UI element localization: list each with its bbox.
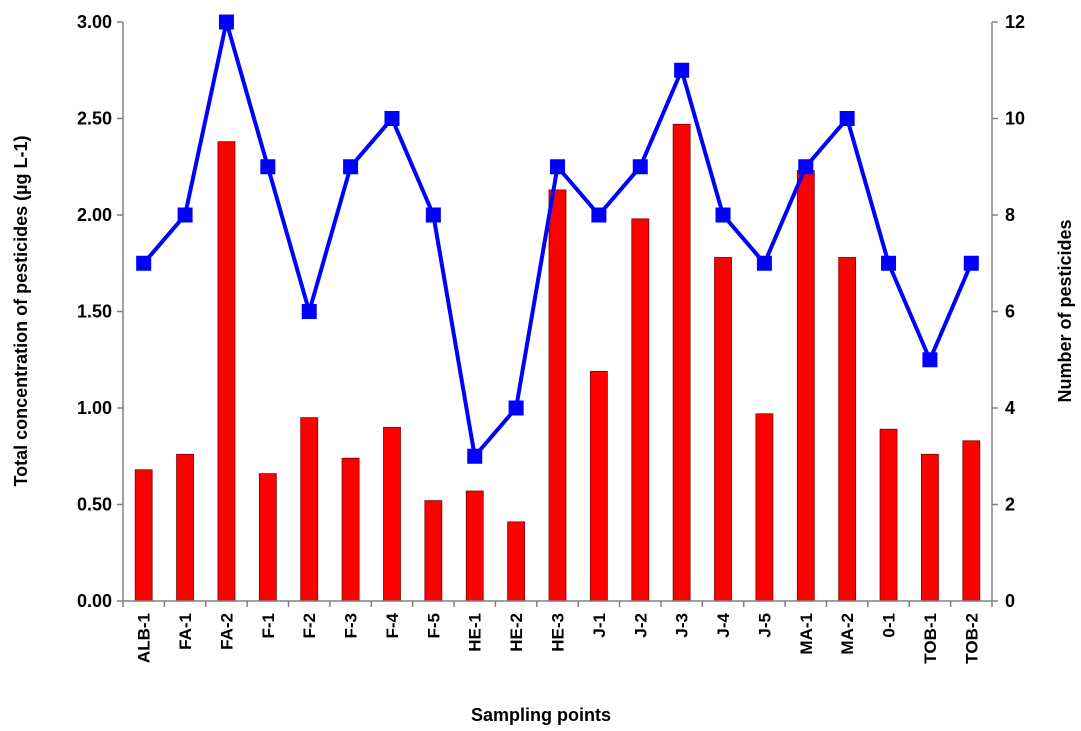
- y-right-tick-label: 10: [1005, 109, 1025, 129]
- x-tick-label: J-3: [673, 613, 692, 638]
- line-marker: [591, 207, 607, 223]
- x-tick-label: FA-2: [217, 613, 236, 650]
- bar-series: [134, 123, 981, 602]
- line-marker: [839, 111, 855, 126]
- y-right-tick-label: 12: [1005, 12, 1025, 32]
- line-marker: [963, 255, 979, 271]
- line-marker: [343, 159, 359, 175]
- bar: [548, 189, 567, 602]
- x-tick-label: HE-3: [549, 613, 568, 652]
- x-tick-label: F-1: [259, 613, 278, 639]
- bar: [921, 453, 939, 602]
- line-marker: [550, 159, 565, 175]
- x-tick-label: J-5: [755, 613, 774, 638]
- y-right-tick-label: 4: [1005, 398, 1015, 418]
- y-right-tick-label: 2: [1005, 495, 1015, 515]
- line-marker: [715, 207, 731, 223]
- x-tick-label: MA-2: [838, 613, 857, 655]
- x-tick-label: 0-1: [880, 613, 899, 638]
- x-axis-title: Sampling points: [471, 705, 611, 725]
- bar: [796, 170, 815, 602]
- bar: [258, 473, 277, 602]
- x-tick-label: HE-2: [507, 613, 526, 652]
- bar: [672, 123, 691, 602]
- line-marker: [922, 352, 938, 368]
- line-marker: [508, 400, 524, 416]
- line-marker: [177, 207, 193, 223]
- bar: [176, 453, 194, 602]
- y-right-tick-label: 8: [1005, 205, 1015, 225]
- line-marker: [384, 111, 400, 126]
- y-axis-right-title: Number of pesticides: [1055, 219, 1075, 402]
- line-marker: [798, 159, 814, 175]
- line-marker: [632, 159, 648, 175]
- tick-labels: 0.00 0.50 1.00 1.50 2.00 2.50 3.00 0 2 4 6 8 10 12 ALB…: [77, 12, 1025, 664]
- bar: [631, 218, 650, 602]
- y-left-tick-label: 1.50: [77, 302, 112, 322]
- x-tick-label: F-3: [342, 613, 361, 639]
- bar: [465, 490, 484, 602]
- line-marker: [136, 255, 152, 271]
- y-left-tick-label: 1.00: [77, 398, 112, 418]
- bar: [300, 417, 319, 602]
- y-left-tick-label: 0.00: [77, 591, 112, 611]
- axes: [117, 21, 998, 607]
- y-right-tick-label: 6: [1005, 302, 1015, 322]
- line-marker: [756, 255, 772, 271]
- x-tick-label: F-4: [383, 612, 402, 638]
- line-marker: [674, 62, 690, 78]
- y-axis-left-title: Total concentration of pesticides (µg L-…: [11, 135, 31, 486]
- y-left-tick-label: 0.50: [77, 495, 112, 515]
- bar: [134, 469, 153, 602]
- line-series: [136, 14, 979, 464]
- x-tick-label: TOB-1: [921, 613, 940, 664]
- bar: [217, 141, 236, 602]
- bar: [962, 440, 981, 602]
- bar: [714, 257, 732, 602]
- y-left-tick-label: 2.50: [77, 109, 112, 129]
- x-tick-label: ALB-1: [135, 613, 154, 663]
- bar: [383, 426, 401, 602]
- bar: [755, 413, 774, 602]
- bar: [507, 521, 526, 602]
- line-marker: [425, 207, 441, 223]
- x-tick-label: J-4: [714, 612, 733, 637]
- x-tick-label: FA-1: [176, 613, 195, 650]
- line-marker: [881, 255, 897, 271]
- bar: [589, 370, 608, 602]
- line-marker: [301, 304, 317, 319]
- bar: [341, 457, 360, 602]
- x-tick-label: HE-1: [466, 613, 485, 652]
- y-right-tick-label: 0: [1005, 591, 1015, 611]
- bar: [838, 257, 857, 602]
- x-tick-label: J-1: [590, 613, 609, 638]
- x-tick-label: F-5: [424, 613, 443, 639]
- x-tick-label: F-2: [300, 613, 319, 639]
- y-left-tick-label: 2.00: [77, 205, 112, 225]
- x-tick-label: J-2: [631, 613, 650, 638]
- line-marker: [467, 448, 483, 464]
- bar: [424, 500, 443, 602]
- line-marker: [260, 159, 276, 175]
- bar: [879, 428, 898, 602]
- y-left-tick-label: 3.00: [77, 12, 112, 32]
- x-tick-label: TOB-2: [962, 613, 981, 664]
- line-marker: [218, 14, 234, 30]
- x-tick-label: MA-1: [797, 613, 816, 655]
